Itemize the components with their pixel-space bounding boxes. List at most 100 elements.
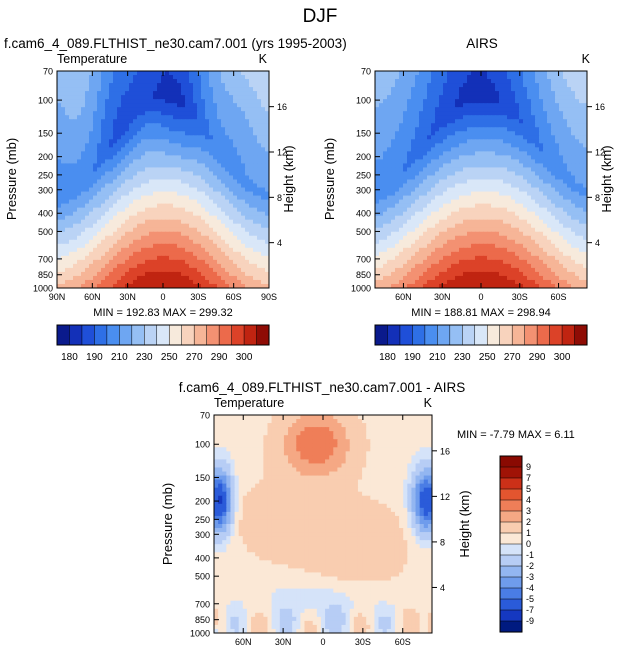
heatmap-cell <box>85 267 90 273</box>
heatmap-cell <box>265 243 269 249</box>
heatmap-cell <box>483 139 488 144</box>
heatmap-cell <box>133 267 138 273</box>
heatmap-cell <box>189 107 194 112</box>
heatmap-cell <box>245 171 250 177</box>
heatmap-cell <box>495 215 500 221</box>
heatmap-cell <box>81 79 86 84</box>
heatmap-cell <box>475 179 480 185</box>
heatmap-cell <box>423 95 428 100</box>
heatmap-cell <box>121 263 126 269</box>
heatmap-cell <box>201 167 206 173</box>
heatmap-cell <box>439 159 444 165</box>
heatmap-cell <box>77 251 82 257</box>
heatmap-cell <box>507 119 512 124</box>
heatmap-cell <box>403 127 408 132</box>
heatmap-cell <box>141 87 146 92</box>
heatmap-cell <box>129 279 134 285</box>
heatmap-cell <box>475 171 480 177</box>
heatmap-cell <box>395 191 400 197</box>
heatmap-cell <box>519 175 524 181</box>
heatmap-cell <box>193 239 198 245</box>
heatmap-cell <box>399 195 404 201</box>
heatmap-cell <box>181 227 186 233</box>
heatmap-cell <box>69 263 74 269</box>
heatmap-cell <box>241 131 246 136</box>
heatmap-cell <box>201 267 206 273</box>
heatmap-cell <box>395 223 400 229</box>
heatmap-cell <box>515 183 520 189</box>
heatmap-cell <box>539 95 544 100</box>
heatmap-cell <box>209 147 214 152</box>
heatmap-cell <box>535 207 540 213</box>
heatmap-cell <box>181 103 186 108</box>
heatmap-cell <box>415 119 420 124</box>
heatmap-cell <box>261 171 266 177</box>
heatmap-cell <box>495 99 500 104</box>
heatmap-cell <box>101 171 106 177</box>
heatmap-cell <box>65 259 70 265</box>
heatmap-cell <box>447 79 452 84</box>
heatmap-cell <box>65 263 70 269</box>
heatmap-cell <box>157 99 162 104</box>
heatmap-cell <box>443 131 448 136</box>
heatmap-cell <box>515 95 520 100</box>
heatmap-cell <box>415 179 420 185</box>
heatmap-cell <box>237 115 242 120</box>
heatmap-cell <box>253 115 258 120</box>
heatmap-cell <box>539 191 544 197</box>
heatmap-cell <box>213 247 218 253</box>
heatmap-cell <box>455 203 460 209</box>
heatmap-cell <box>479 95 484 100</box>
heatmap-cell <box>117 219 122 225</box>
heatmap-cell <box>535 163 540 169</box>
heatmap-cell <box>217 127 222 132</box>
heatmap-cell <box>93 179 98 185</box>
heatmap-cell <box>153 267 158 273</box>
heatmap-cell <box>225 283 230 288</box>
heatmap-cell <box>253 187 258 193</box>
heatmap-cell <box>403 207 408 213</box>
heatmap-cell <box>241 191 246 197</box>
heatmap-cell <box>245 95 250 100</box>
heatmap-cell <box>89 283 94 288</box>
heatmap-cell <box>225 227 230 233</box>
heatmap-cell <box>69 79 74 84</box>
heatmap-cell <box>77 175 82 181</box>
heatmap-cell <box>117 279 122 285</box>
heatmap-cell <box>229 267 234 273</box>
heatmap-cell <box>137 275 142 281</box>
heatmap-cell <box>467 223 472 229</box>
heatmap-cell <box>97 155 102 161</box>
heatmap-cell <box>391 99 396 104</box>
heatmap-cell <box>113 167 118 173</box>
heatmap-cell <box>571 143 576 148</box>
heatmap-cell <box>253 155 258 161</box>
heatmap-cell <box>105 251 110 257</box>
heatmap-cell <box>101 87 106 92</box>
heatmap-cell <box>451 91 456 96</box>
heatmap-cell <box>141 227 146 233</box>
heatmap-cell <box>435 147 440 152</box>
heatmap-cell <box>265 127 269 132</box>
heatmap-cell <box>189 219 194 225</box>
heatmap-cell <box>431 171 436 177</box>
heatmap-cell <box>77 179 82 185</box>
heatmap-cell <box>419 123 424 128</box>
heatmap-cell <box>121 267 126 273</box>
heatmap-cell <box>253 211 258 217</box>
heatmap-cell <box>117 247 122 253</box>
heatmap-cell <box>527 135 532 140</box>
heatmap-cell <box>101 107 106 112</box>
heatmap-cell <box>495 91 500 96</box>
heatmap-cell <box>479 155 484 161</box>
heatmap-cell <box>535 167 540 173</box>
heatmap-cell <box>523 111 528 116</box>
heatmap-cell <box>439 147 444 152</box>
heatmap-cell <box>527 183 532 189</box>
heatmap-cell <box>435 183 440 189</box>
heatmap-cell <box>93 215 98 221</box>
heatmap-cell <box>503 83 508 88</box>
heatmap-cell <box>507 95 512 100</box>
heatmap-cell <box>245 231 250 237</box>
heatmap-cell <box>197 271 202 277</box>
